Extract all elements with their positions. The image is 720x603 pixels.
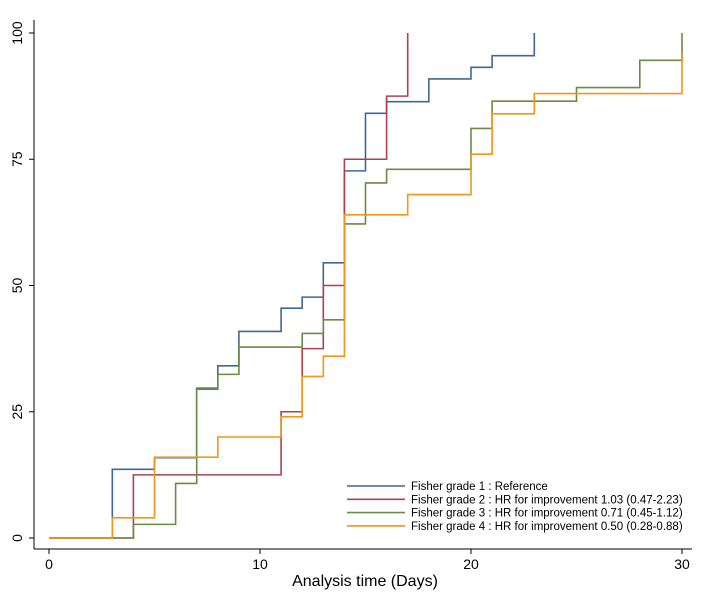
x-axis-label: Analysis time (Days) xyxy=(292,573,438,590)
series-line-4 xyxy=(49,53,683,539)
axes: 0 25 50 75 100 0 10 20 30 xyxy=(9,20,692,572)
x-tick-label: 30 xyxy=(674,556,690,572)
y-tick-label: 50 xyxy=(9,278,25,294)
x-tick-label: 0 xyxy=(45,556,53,572)
series-line-3 xyxy=(49,33,683,539)
series-line-1 xyxy=(49,33,536,539)
legend-label-1: Fisher grade 1 : Reference xyxy=(411,481,548,493)
legend-label-2: Fisher grade 2 : HR for improvement 1.03… xyxy=(411,494,683,506)
y-tick-label: 25 xyxy=(9,404,25,420)
legend-label-3: Fisher grade 3 : HR for improvement 0.71… xyxy=(411,508,683,520)
y-tick-label: 75 xyxy=(9,151,25,167)
y-tick-label: 0 xyxy=(9,534,25,542)
x-tick-label: 20 xyxy=(463,556,479,572)
legend-label-4: Fisher grade 4 : HR for improvement 0.50… xyxy=(411,521,683,533)
series-group xyxy=(49,33,683,539)
series-line-2 xyxy=(49,33,409,539)
x-tick-label: 10 xyxy=(252,556,268,572)
y-tick-label: 100 xyxy=(9,21,25,45)
